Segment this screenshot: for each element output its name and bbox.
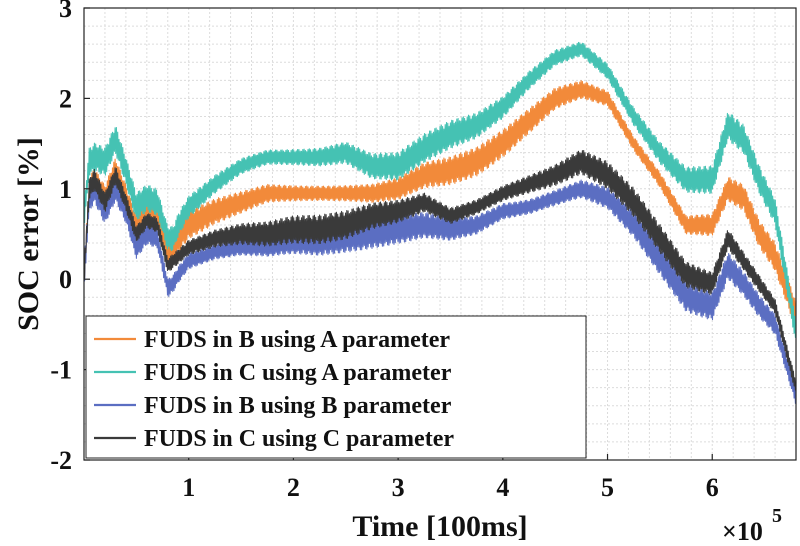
- x-tick-label: 5: [601, 473, 614, 502]
- x-tick-label: 1: [182, 473, 195, 502]
- x-axis-label: Time [100ms]: [352, 510, 527, 543]
- legend-label-4: FUDS in C using C parameter: [144, 426, 454, 452]
- x-exponent-base: ×10: [722, 517, 763, 546]
- series-line-1: [83, 80, 797, 329]
- y-tick-label: 1: [59, 175, 72, 204]
- x-tick-label: 2: [287, 473, 300, 502]
- legend-label-2: FUDS in C using A parameter: [144, 360, 452, 386]
- y-tick-label: 2: [59, 84, 72, 113]
- y-tick-label: -1: [50, 356, 72, 385]
- x-tick-label: 3: [392, 473, 405, 502]
- legend-box: [85, 315, 587, 459]
- legend: FUDS in B using A parameter FUDS in C usi…: [85, 315, 587, 459]
- ticks: 1 2 3 4 5 6 -2 -1 0 1 2 3: [50, 0, 718, 502]
- y-tick-label: 0: [59, 265, 72, 294]
- x-exponent: ×10 5: [722, 505, 782, 546]
- series-layer: [83, 41, 797, 404]
- series-line-2: [83, 41, 797, 338]
- x-exponent-power: 5: [772, 505, 782, 527]
- series-line-3: [83, 177, 797, 404]
- legend-label-3: FUDS in B using B parameter: [144, 393, 452, 419]
- y-tick-label: 3: [59, 0, 72, 23]
- legend-items: FUDS in B using A parameter FUDS in C usi…: [94, 327, 454, 452]
- series-line-4: [83, 149, 797, 391]
- y-axis-label: SOC error [%]: [12, 137, 45, 331]
- legend-label-1: FUDS in B using A parameter: [144, 327, 450, 353]
- y-tick-label: -2: [50, 446, 72, 475]
- x-tick-label: 6: [706, 473, 719, 502]
- plot-frame: [83, 7, 797, 461]
- x-tick-label: 4: [496, 473, 509, 502]
